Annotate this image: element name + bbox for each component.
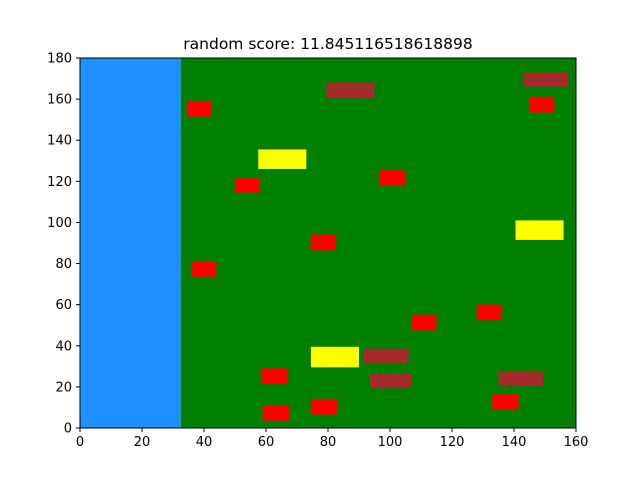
water-region (80, 58, 181, 428)
yellow-block (515, 220, 564, 240)
red-block (310, 234, 336, 251)
brown-block (369, 373, 412, 388)
field-region (180, 58, 576, 428)
x-tick-label: 120 (440, 435, 465, 450)
yellow-block (310, 346, 359, 368)
brown-block (523, 72, 569, 87)
red-block (310, 399, 338, 415)
x-tick-label: 100 (378, 435, 403, 450)
red-block (235, 178, 260, 193)
red-block (476, 304, 502, 321)
y-tick-label: 160 (47, 93, 72, 108)
y-tick-label: 40 (55, 339, 72, 354)
brown-block (363, 348, 409, 364)
x-tick-label: 80 (320, 435, 337, 450)
x-tick-label: 60 (258, 435, 275, 450)
x-tick-label: 20 (134, 435, 151, 450)
x-tick-label: 140 (502, 435, 527, 450)
red-block (261, 368, 288, 384)
plot-area (80, 58, 576, 428)
x-tick-label: 160 (564, 435, 589, 450)
y-tick-label: 140 (47, 134, 72, 149)
axes: 0 20 40 60 80 100 120 140 160 0 20 40 60 80 100 120 140 1… (47, 52, 588, 451)
red-block (492, 394, 519, 410)
x-tick-label: 40 (196, 435, 213, 450)
y-tick-label: 180 (47, 52, 72, 67)
chart-title: random score: 11.845116518618898 (183, 35, 472, 53)
red-block (411, 314, 437, 331)
y-tick-label: 60 (55, 298, 72, 313)
y-tick-label: 100 (47, 216, 72, 231)
red-block (191, 261, 217, 277)
x-tick-label: 0 (76, 435, 84, 450)
y-tick-label: 0 (64, 422, 72, 437)
red-block (262, 405, 290, 421)
brown-block (498, 371, 544, 386)
red-block (379, 170, 406, 186)
red-block (529, 97, 555, 113)
yellow-block (258, 149, 307, 169)
brown-block (326, 82, 375, 99)
y-tick-label: 120 (47, 175, 72, 190)
red-block (186, 101, 212, 117)
game-objects (186, 72, 569, 421)
y-tick-label: 80 (55, 257, 72, 272)
y-tick-label: 20 (55, 380, 72, 395)
